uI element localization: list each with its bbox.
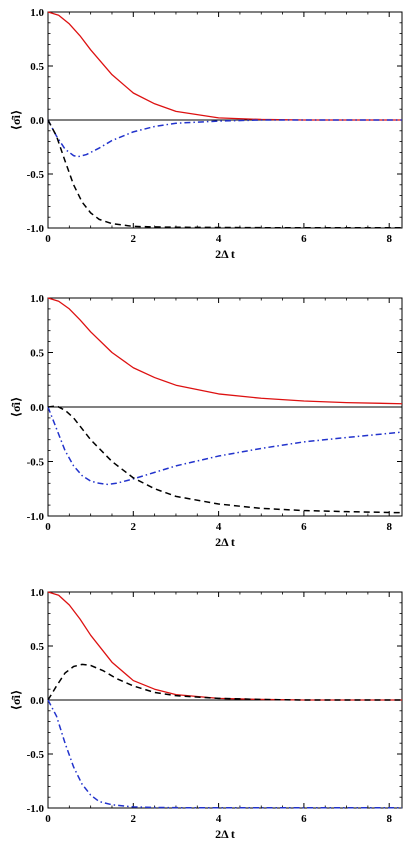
x-tick-label: 2 bbox=[131, 521, 137, 533]
x-tick-label: 0 bbox=[45, 233, 51, 245]
y-axis-label: ⟨σ̂i⟩ bbox=[9, 110, 23, 131]
x-tick-label: 6 bbox=[301, 813, 307, 825]
x-axis-label: 2Δ t bbox=[215, 247, 235, 261]
y-axis-label: ⟨σ̂i⟩ bbox=[9, 397, 23, 418]
x-axis-label: 2Δ t bbox=[215, 535, 235, 549]
x-tick-label: 6 bbox=[301, 521, 307, 533]
chart-panel-1: 0 2 4 6 8 1.0 0.5 0.0 -0.5 -1.0 2Δ t ⟨σ̂i⟩ bbox=[9, 7, 403, 261]
x-tick-label: 2 bbox=[131, 813, 137, 825]
y-tick-label: -0.5 bbox=[27, 457, 45, 469]
series-line-dashed bbox=[47, 663, 402, 701]
x-tick-label: 0 bbox=[45, 813, 51, 825]
x-tick-label: 4 bbox=[216, 813, 222, 825]
series-line-dashdot bbox=[47, 699, 402, 809]
x-tick-label: 0 bbox=[45, 521, 51, 533]
series-line-dashdot bbox=[47, 119, 402, 158]
y-tick-label: 1.0 bbox=[30, 587, 44, 599]
x-tick-label: 6 bbox=[301, 233, 307, 245]
y-tick-label: 1.0 bbox=[30, 293, 44, 305]
y-tick-label: 0.5 bbox=[30, 348, 44, 360]
series-line-dashed bbox=[47, 119, 402, 229]
y-tick-label: 0.0 bbox=[30, 115, 44, 127]
y-tick-label: -1.0 bbox=[27, 223, 45, 235]
x-axis-label: 2Δ t bbox=[215, 827, 235, 841]
x-tick-label: 8 bbox=[386, 813, 392, 825]
x-tick-label: 8 bbox=[386, 521, 392, 533]
y-tick-label: 0.5 bbox=[30, 61, 44, 73]
x-tick-label: 8 bbox=[386, 233, 392, 245]
x-tick-label: 2 bbox=[131, 233, 137, 245]
y-tick-label: 0.0 bbox=[30, 695, 44, 707]
y-tick-label: -0.5 bbox=[27, 749, 45, 761]
series-line-dashed bbox=[47, 405, 403, 514]
series-line-dashdot bbox=[47, 406, 403, 486]
y-tick-label: 0.5 bbox=[30, 641, 44, 653]
series-line-solid bbox=[47, 11, 402, 121]
y-tick-label: -0.5 bbox=[27, 169, 45, 181]
y-tick-label: -1.0 bbox=[27, 511, 45, 523]
y-tick-label: 1.0 bbox=[30, 7, 44, 19]
chart-panel-3: 0 2 4 6 8 1.0 0.5 0.0 -0.5 -1.0 2Δ t ⟨σ̂i⟩ bbox=[9, 587, 403, 841]
chart-panel-2: 0 2 4 6 8 1.0 0.5 0.0 -0.5 -1.0 2Δ t ⟨σ̂i⟩ bbox=[9, 293, 403, 549]
series-line-solid bbox=[47, 591, 402, 701]
y-axis-label: ⟨σ̂i⟩ bbox=[9, 690, 23, 711]
x-tick-label: 4 bbox=[216, 233, 222, 245]
x-tick-label: 4 bbox=[216, 521, 222, 533]
y-tick-label: -1.0 bbox=[27, 803, 45, 815]
y-tick-label: 0.0 bbox=[30, 402, 44, 414]
series-line-solid bbox=[47, 297, 403, 405]
